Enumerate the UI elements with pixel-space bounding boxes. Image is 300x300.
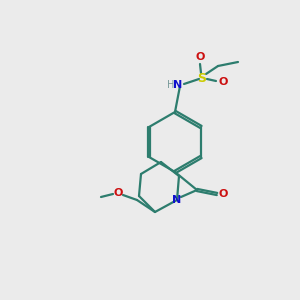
Text: O: O [218,77,228,87]
Text: N: N [173,80,183,90]
Text: O: O [113,188,123,198]
Text: O: O [218,189,228,199]
Text: O: O [195,52,205,62]
Text: H: H [167,80,175,90]
Text: S: S [197,71,206,85]
Text: N: N [172,195,182,205]
